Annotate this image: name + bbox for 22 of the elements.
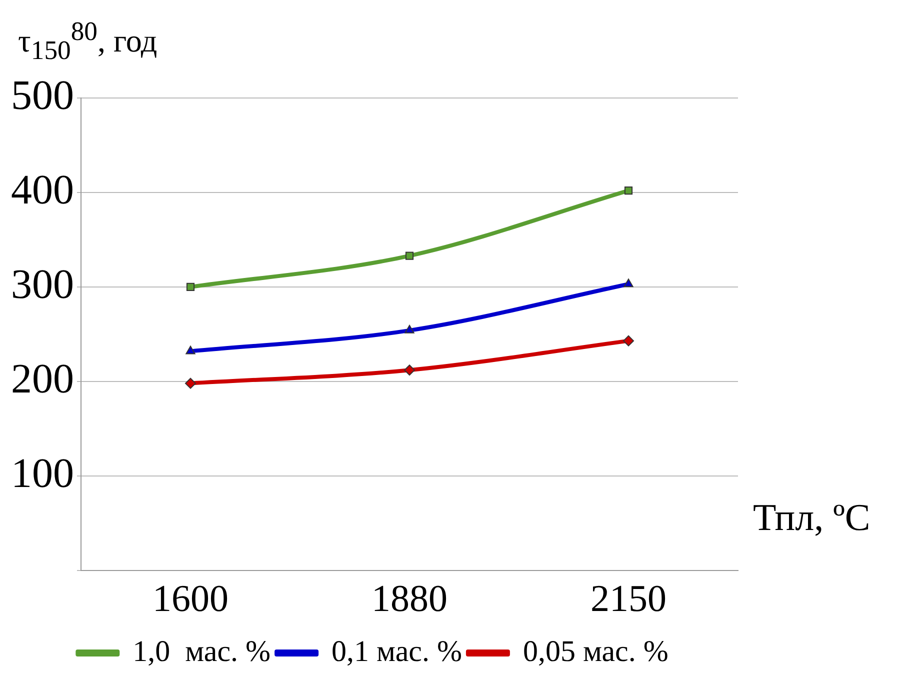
x-axis-title: Тпл, ºС (753, 496, 870, 540)
point (405, 252, 414, 260)
y-tick-label: 300 (11, 262, 74, 308)
point (186, 346, 196, 354)
legend-label: 0,1 мас. % (332, 634, 462, 668)
point (404, 364, 415, 376)
y-tick-label: 100 (11, 450, 74, 497)
legend-label: 1,0 мас. % (132, 634, 271, 668)
legend-label: 0,05 мас. % (522, 634, 668, 668)
point (186, 282, 195, 291)
point (623, 335, 634, 346)
y-axis-title: τ$_{150}$$^{80}$, год (18, 16, 158, 66)
x-tick-label: 1600 (152, 578, 228, 620)
point (404, 324, 414, 334)
point (624, 186, 633, 195)
point (624, 278, 634, 288)
x-tick-label: 2150 (590, 578, 666, 620)
y-tick-label: 400 (11, 168, 74, 214)
point (185, 378, 196, 389)
y-tick-label: 500 (11, 73, 74, 120)
y-tick-label: 200 (11, 356, 74, 402)
x-tick-label: 1880 (372, 578, 448, 620)
